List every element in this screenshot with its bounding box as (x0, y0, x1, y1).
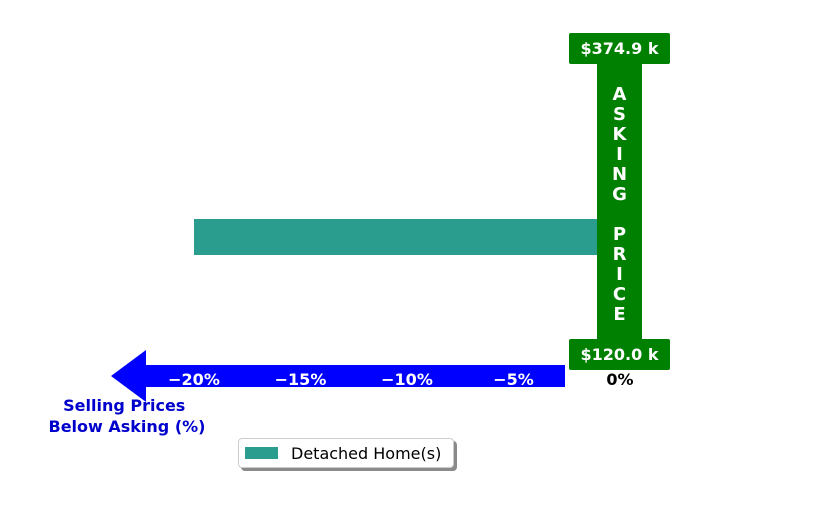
asking-price-top-box (569, 33, 670, 64)
asking-price-bottom-label: $120.0 k (581, 345, 659, 364)
x-ticks-layer: −20% −15% −10% −5% (168, 370, 534, 389)
asking-letter: E (613, 304, 625, 325)
x-axis-label: Selling Prices Below Asking (%) (49, 396, 206, 436)
asking-letter: S (613, 104, 626, 125)
asking-letter: I (616, 144, 623, 165)
legend-label: Detached Home(s) (291, 443, 442, 463)
asking-letter: I (616, 264, 623, 285)
asking-letter: N (612, 164, 627, 185)
x-tick-label: −10% (381, 370, 433, 389)
x-axis-label-line-2: Below Asking (%) (49, 417, 206, 436)
asking-price-column (597, 62, 642, 342)
asking-letter: G (612, 184, 627, 205)
asking-letter: C (613, 284, 626, 305)
asking-letter: K (613, 124, 628, 145)
asking-price-top-label: $374.9 k (581, 39, 659, 58)
below-asking-arrow (111, 350, 565, 402)
zero-tick-label: 0% (606, 370, 633, 389)
asking-letter: R (613, 244, 627, 265)
legend: Detached Home(s) (238, 438, 454, 468)
asking-price-bottom-box (569, 339, 670, 370)
bars-layer (194, 173, 642, 255)
asking-letter: A (613, 84, 627, 105)
x-tick-label: −15% (275, 370, 327, 389)
x-tick-label: −5% (493, 370, 534, 389)
x-axis-label-line-1: Selling Prices (63, 396, 185, 415)
bar-1 (194, 219, 620, 255)
asking-letter: P (613, 224, 626, 245)
legend-swatch (245, 447, 278, 459)
x-tick-label: −20% (168, 370, 220, 389)
